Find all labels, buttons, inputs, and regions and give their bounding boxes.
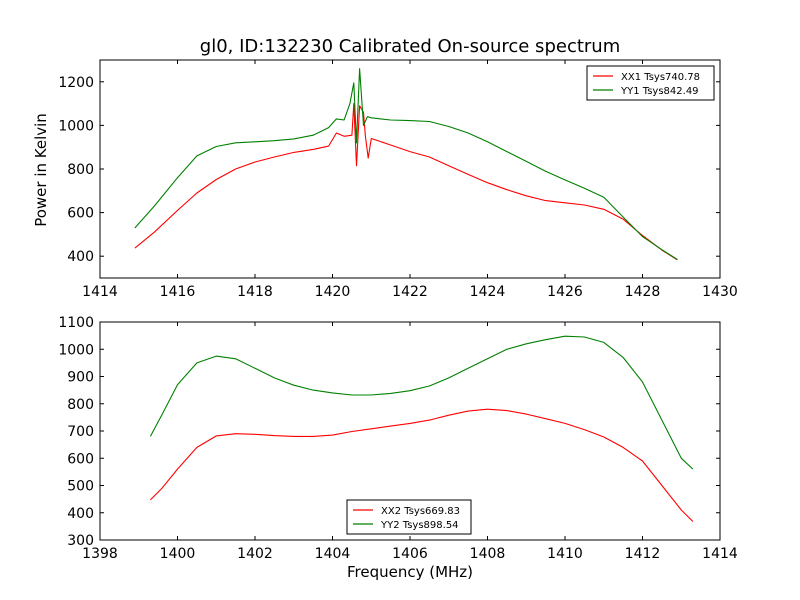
x-tick-label: 1408	[470, 546, 506, 562]
x-tick-label: 1418	[237, 284, 273, 300]
legend-box	[346, 499, 472, 535]
series-line-yy	[149, 335, 694, 470]
legend-label: XX2 Tsys669.83	[381, 506, 460, 517]
y-tick-label: 800	[67, 397, 94, 413]
x-tick-label: 1410	[547, 546, 583, 562]
x-tick-label: 1412	[625, 546, 661, 562]
series-group	[149, 335, 694, 522]
x-tick-label: 1400	[160, 546, 196, 562]
legend: XX1 Tsys740.78 YY1 Tsys842.49	[586, 65, 715, 101]
y-tick-label: 1100	[58, 315, 94, 331]
x-tick-label: 1414	[702, 546, 738, 562]
x-tick-label: 1430	[702, 284, 738, 300]
y-tick-label: 1200	[58, 75, 94, 91]
series-line-xx	[150, 408, 694, 522]
y-tick-label: 600	[67, 451, 94, 467]
legend: XX2 Tsys669.83 YY2 Tsys898.54	[346, 499, 472, 535]
y-tick-label: 700	[67, 424, 94, 440]
series-group	[134, 68, 678, 261]
y-tick-label: 500	[67, 479, 94, 495]
chart-title: gl0, ID:132230 Calibrated On-source spec…	[200, 36, 620, 57]
x-tick-label: 1398	[82, 546, 118, 562]
x-tick-label: 1414	[82, 284, 118, 300]
bottom-spectrum-chart: Frequency (MHz) 1398 1400 1402 1404 1406 1408…	[58, 315, 738, 581]
series-line-yy	[134, 68, 678, 260]
y-tick-label: 300	[67, 533, 94, 549]
y-tick-label: 1000	[58, 118, 94, 134]
y-tick-label: 1000	[58, 342, 94, 358]
x-tick-label: 1406	[392, 546, 428, 562]
top-spectrum-chart: gl0, ID:132230 Calibrated On-source spec…	[32, 36, 738, 300]
y-tick-label: 900	[67, 370, 94, 386]
x-tick-label: 1422	[392, 284, 428, 300]
legend-box	[586, 65, 715, 101]
y-axis-title: Power in Kelvin	[32, 113, 50, 227]
y-tick-label: 400	[67, 506, 94, 522]
x-tick-label: 1424	[470, 284, 506, 300]
series-line-xx	[134, 103, 678, 261]
legend-label: XX1 Tsys740.78	[621, 72, 700, 83]
x-tick-label: 1404	[315, 546, 351, 562]
x-tick-label: 1426	[547, 284, 583, 300]
x-axis-title: Frequency (MHz)	[347, 563, 473, 581]
y-tick-label: 800	[67, 162, 94, 178]
x-tick-label: 1420	[315, 284, 351, 300]
y-tick-label: 400	[67, 249, 94, 265]
x-tick-label: 1416	[160, 284, 196, 300]
x-tick-label: 1402	[237, 546, 273, 562]
legend-label: YY1 Tsys842.49	[620, 86, 699, 97]
x-tick-label: 1428	[625, 284, 661, 300]
legend-label: YY2 Tsys898.54	[380, 520, 459, 531]
y-tick-label: 600	[67, 206, 94, 222]
